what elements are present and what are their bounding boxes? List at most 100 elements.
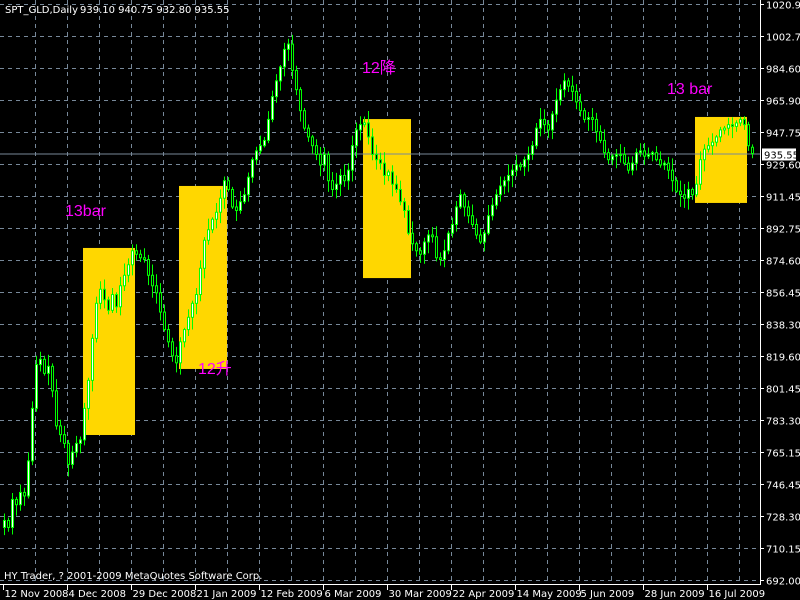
candle (107, 296, 110, 315)
candle (15, 496, 18, 516)
candle-body (271, 96, 274, 120)
candle-body (127, 264, 130, 276)
candle-body (75, 442, 78, 453)
candle-body (447, 232, 450, 252)
candle (259, 135, 262, 155)
candle-body (383, 162, 386, 176)
candle (135, 244, 138, 261)
candle-body (567, 80, 570, 87)
candle-body (343, 174, 346, 182)
candle-body (719, 129, 722, 138)
candle-body (415, 243, 418, 252)
candle (443, 239, 446, 268)
candle (695, 175, 698, 198)
candle (283, 42, 286, 77)
candle-body (311, 136, 314, 147)
candle (583, 107, 586, 123)
candle (255, 146, 258, 165)
candle-body (131, 250, 134, 266)
candle-body (103, 288, 106, 301)
candle (155, 274, 158, 304)
candle-body (331, 180, 334, 190)
candle-body (511, 169, 514, 176)
candle (335, 172, 338, 199)
candle (235, 199, 238, 221)
annotation-label: 13bar (65, 203, 107, 220)
candle-body (607, 152, 610, 161)
candle-body (211, 218, 214, 231)
candle-body (71, 451, 74, 465)
candle-body (87, 379, 90, 409)
candle-body (347, 169, 350, 182)
candle (159, 283, 162, 321)
candle (247, 172, 250, 202)
candle-body (659, 159, 662, 166)
candle-body (575, 90, 578, 103)
x-tick-label: 21 Jan 2009 (197, 589, 257, 600)
candle-body (731, 124, 734, 127)
copyright-text: HY Trader, ? 2001-2009 MetaQuotes Softwa… (4, 571, 262, 582)
candle (535, 123, 538, 150)
annotation-label: 12升 (198, 360, 232, 378)
candle-body (67, 442, 70, 465)
candle-body (671, 169, 674, 182)
y-tick-label: 911.45 (766, 193, 800, 204)
candle (43, 355, 46, 376)
candle (119, 276, 122, 316)
candle-body (451, 223, 454, 234)
candle (19, 484, 22, 511)
candle (215, 203, 218, 229)
candle-body (107, 299, 110, 311)
candle-body (487, 215, 490, 234)
candle (471, 204, 474, 228)
candle (675, 177, 678, 193)
candle (211, 217, 214, 234)
candle (407, 205, 410, 236)
candle-body (439, 257, 442, 261)
candle (679, 180, 682, 207)
candle-body (715, 136, 718, 143)
candle (83, 402, 86, 446)
candle (387, 169, 390, 182)
candle-body (99, 288, 102, 304)
candle (627, 156, 630, 174)
candle-body (515, 164, 518, 171)
candle-body (59, 425, 62, 436)
candle-body (599, 131, 602, 141)
candle (663, 160, 666, 170)
candle (55, 379, 58, 430)
candle-body (183, 329, 186, 343)
candle-body (443, 250, 446, 261)
candle-body (579, 101, 582, 112)
candle-body (55, 390, 58, 427)
candle (243, 187, 246, 205)
candle (351, 135, 354, 182)
candle (639, 143, 642, 157)
candle-body (351, 145, 354, 171)
candle (191, 300, 194, 330)
candle-body (707, 145, 710, 150)
candle-body (623, 153, 626, 164)
candle-body (335, 183, 338, 190)
candle (747, 121, 750, 151)
candle (483, 230, 486, 252)
candle-body (11, 498, 14, 528)
annotation-labels: 13bar 12升 12降 13 bar (65, 59, 713, 378)
candle (703, 144, 706, 172)
candle (279, 65, 282, 91)
current-price-value: 935.55 (764, 150, 799, 161)
candle (623, 147, 626, 166)
candle-body (467, 206, 470, 217)
annotation-box (363, 119, 411, 279)
candle-body (747, 124, 750, 147)
candle-body (587, 117, 590, 120)
candle-body (363, 122, 366, 126)
candle-body (611, 155, 614, 161)
candle (647, 147, 650, 159)
candle (95, 296, 98, 343)
candle-body (683, 194, 686, 199)
y-tick-label: 692.00 (766, 577, 800, 588)
candle (239, 191, 242, 214)
candle-body (255, 150, 258, 161)
